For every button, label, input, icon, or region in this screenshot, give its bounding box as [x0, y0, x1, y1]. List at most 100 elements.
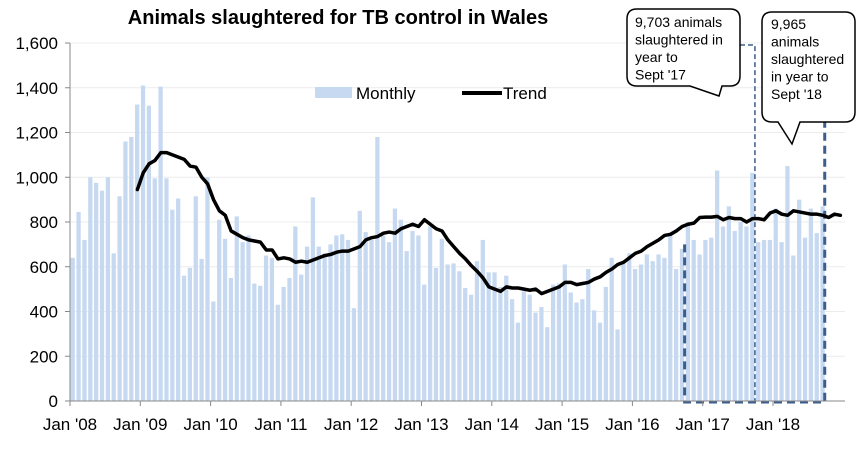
- bar-monthly: [568, 292, 573, 401]
- y-tick-label: 0: [49, 392, 58, 411]
- monthly-bars: [70, 85, 825, 402]
- bar-monthly: [703, 239, 708, 401]
- bar-monthly: [685, 222, 690, 401]
- bar-monthly: [129, 136, 134, 401]
- bar-monthly: [211, 301, 216, 401]
- bar-monthly: [328, 244, 333, 402]
- bar-monthly: [322, 253, 327, 401]
- callout-text-line: slaughtered: [771, 51, 844, 67]
- bar-monthly: [586, 268, 591, 401]
- bar-monthly: [621, 263, 626, 401]
- bar-monthly: [802, 237, 808, 401]
- callout-text-line: slaughtered in: [635, 32, 723, 48]
- bar-monthly: [556, 283, 562, 401]
- bar-monthly: [597, 322, 603, 401]
- bar-monthly: [533, 312, 538, 401]
- bar-monthly: [357, 210, 362, 401]
- bar-monthly: [205, 177, 210, 401]
- bar-monthly: [252, 283, 257, 401]
- bar-monthly: [591, 310, 597, 401]
- x-tick-label: Jan '12: [324, 415, 378, 434]
- bar-monthly: [550, 284, 556, 401]
- bar-monthly: [715, 170, 720, 401]
- y-tick-label: 1,400: [15, 79, 58, 98]
- bar-monthly: [76, 211, 81, 401]
- bar-monthly: [527, 294, 532, 401]
- bar-monthly: [99, 190, 105, 401]
- bar-monthly: [392, 208, 398, 401]
- legend-label-monthly: Monthly: [356, 84, 416, 103]
- bar-monthly: [217, 219, 222, 401]
- bar-monthly: [451, 263, 456, 401]
- callout-text-line: year to: [635, 49, 678, 65]
- callout-text-line: animals: [771, 34, 819, 50]
- bar-monthly: [351, 308, 357, 401]
- bar-monthly: [709, 237, 714, 401]
- bar-monthly: [492, 272, 497, 401]
- callout-text-line: 9,965: [771, 16, 806, 32]
- bar-monthly: [304, 246, 310, 401]
- x-tick-label: Jan '09: [113, 415, 167, 434]
- bar-monthly: [410, 230, 415, 401]
- bar-monthly: [334, 235, 339, 401]
- bar-monthly: [176, 198, 181, 401]
- bar-monthly: [105, 177, 111, 401]
- bar-monthly: [316, 246, 321, 401]
- bar-monthly: [650, 261, 655, 401]
- callout-bubble: [761, 11, 856, 146]
- bar-monthly: [515, 322, 521, 401]
- bar-monthly: [814, 233, 819, 401]
- bar-monthly: [345, 239, 351, 401]
- bar-monthly: [135, 104, 140, 401]
- callout-text-line: 9,703 animals: [635, 14, 722, 30]
- bar-monthly: [287, 277, 292, 401]
- bar-monthly: [427, 226, 433, 401]
- bar-monthly: [726, 206, 731, 401]
- bar-monthly: [240, 242, 245, 401]
- y-tick-label: 400: [30, 303, 58, 322]
- x-tick-label: Jan '18: [746, 415, 800, 434]
- bar-monthly: [246, 235, 251, 401]
- bar-monthly: [439, 238, 444, 401]
- bar-monthly: [674, 268, 679, 401]
- bar-monthly: [369, 239, 374, 401]
- x-tick-label: Jan '16: [605, 415, 659, 434]
- bar-monthly: [123, 141, 128, 401]
- bar-monthly: [463, 288, 468, 401]
- bar-monthly: [756, 242, 761, 401]
- bar-monthly: [281, 286, 286, 401]
- bar-monthly: [363, 232, 368, 401]
- bar-monthly: [644, 254, 649, 401]
- callout-text-line: Sept '17: [635, 67, 686, 83]
- bar-monthly: [785, 166, 790, 401]
- bar-monthly: [791, 255, 796, 401]
- bar-monthly: [732, 230, 737, 401]
- bar-monthly: [228, 277, 234, 401]
- bar-monthly: [146, 105, 152, 402]
- bar-monthly: [761, 239, 767, 401]
- bar-monthly: [738, 222, 743, 401]
- bar-monthly: [609, 257, 614, 401]
- y-tick-label: 800: [30, 213, 58, 232]
- bar-monthly: [181, 275, 187, 401]
- y-tick-label: 600: [30, 258, 58, 277]
- x-tick-label: Jan '08: [43, 415, 97, 434]
- y-tick-label: 1,600: [15, 34, 58, 53]
- bar-monthly: [398, 219, 403, 401]
- bar-monthly: [275, 304, 280, 401]
- bar-monthly: [521, 291, 526, 401]
- bar-monthly: [375, 136, 380, 401]
- bar-monthly: [82, 239, 87, 401]
- x-tick-label: Jan '15: [535, 415, 589, 434]
- bar-monthly: [744, 226, 749, 401]
- x-tick-label: Jan '14: [465, 415, 519, 434]
- bar-monthly: [293, 226, 298, 401]
- bar-monthly: [468, 294, 474, 401]
- callout-text-line: Sept '18: [771, 86, 822, 102]
- bar-monthly: [767, 239, 772, 401]
- bar-monthly: [574, 302, 579, 401]
- bar-monthly: [808, 208, 814, 401]
- bar-monthly: [679, 248, 685, 401]
